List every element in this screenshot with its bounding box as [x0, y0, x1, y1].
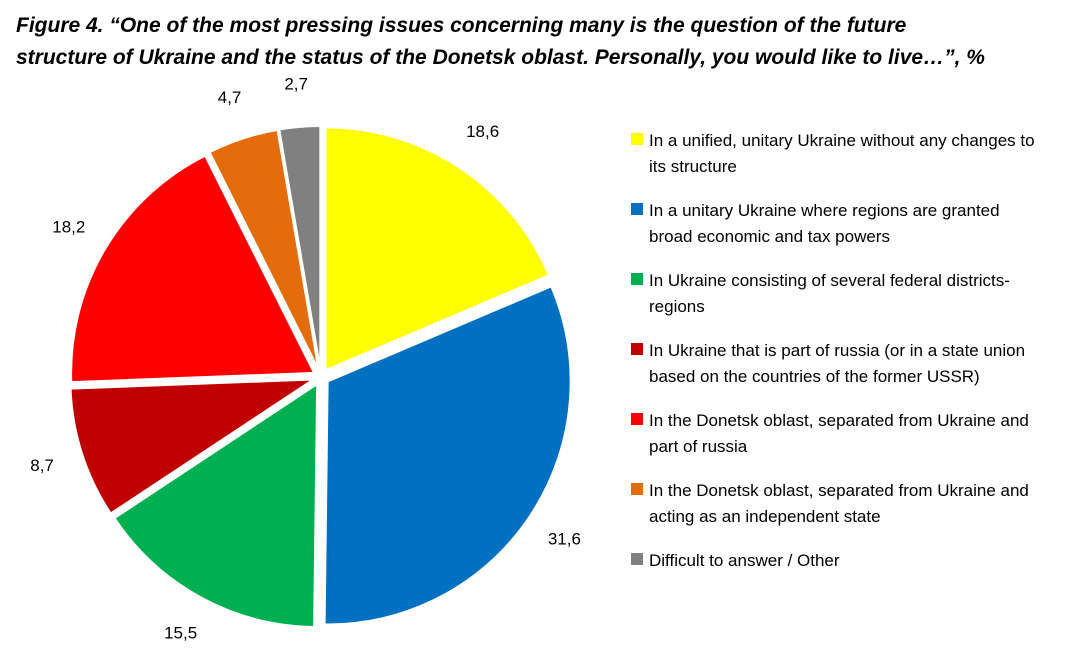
pie-slice-unified-unitary: [324, 126, 551, 372]
data-label-part-of-russia: 8,7: [30, 456, 54, 475]
legend-swatch: [631, 343, 643, 355]
chart-title-line-1: Figure 4. “One of the most pressing issu…: [16, 14, 907, 37]
pie-slice-donetsk-part-of-russia: [70, 154, 316, 384]
pie-slice-federal-districts: [113, 382, 319, 629]
legend-label: In the Donetsk oblast, separated from Uk…: [649, 411, 1029, 456]
data-label-donetsk-part-of-russia: 18,2: [52, 217, 85, 236]
legend-label: In the Donetsk oblast, separated from Uk…: [649, 481, 1029, 526]
legend-label: In a unitary Ukraine where regions are g…: [649, 201, 1000, 246]
legend-label: In Ukraine consisting of several federal…: [649, 271, 1010, 316]
legend-swatch: [631, 273, 643, 285]
chart-title: Figure 4. “One of the most pressing issu…: [16, 10, 1064, 74]
legend-label: Difficult to answer / Other: [649, 551, 840, 570]
pie-chart: 18,6 31,6 15,5 8,7 18,2 4,7 2,7: [30, 75, 581, 643]
pie-slice-donetsk-independent: [208, 128, 320, 370]
data-label-unitary-broad-powers: 31,6: [548, 530, 581, 549]
data-label-donetsk-independent: 4,7: [218, 88, 242, 107]
pie-slice-part-of-russia: [69, 378, 317, 515]
data-label-difficult-other: 2,7: [284, 75, 308, 94]
legend-swatch: [631, 413, 643, 425]
pie-slice-unitary-broad-powers: [323, 285, 572, 626]
chart-title-line-2: structure of Ukraine and the status of t…: [16, 46, 985, 69]
pie-slice-difficult-other: [278, 125, 322, 370]
legend-label: In a unified, unitary Ukraine without an…: [649, 131, 1035, 176]
data-label-federal-districts: 15,5: [164, 624, 197, 643]
legend-swatch: [631, 203, 643, 215]
legend-label: In Ukraine that is part of russia (or in…: [649, 341, 1026, 386]
legend-swatch: [631, 553, 643, 565]
data-label-unified-unitary: 18,6: [466, 122, 499, 141]
legend-swatch: [631, 483, 643, 495]
legend-swatch: [631, 133, 643, 145]
